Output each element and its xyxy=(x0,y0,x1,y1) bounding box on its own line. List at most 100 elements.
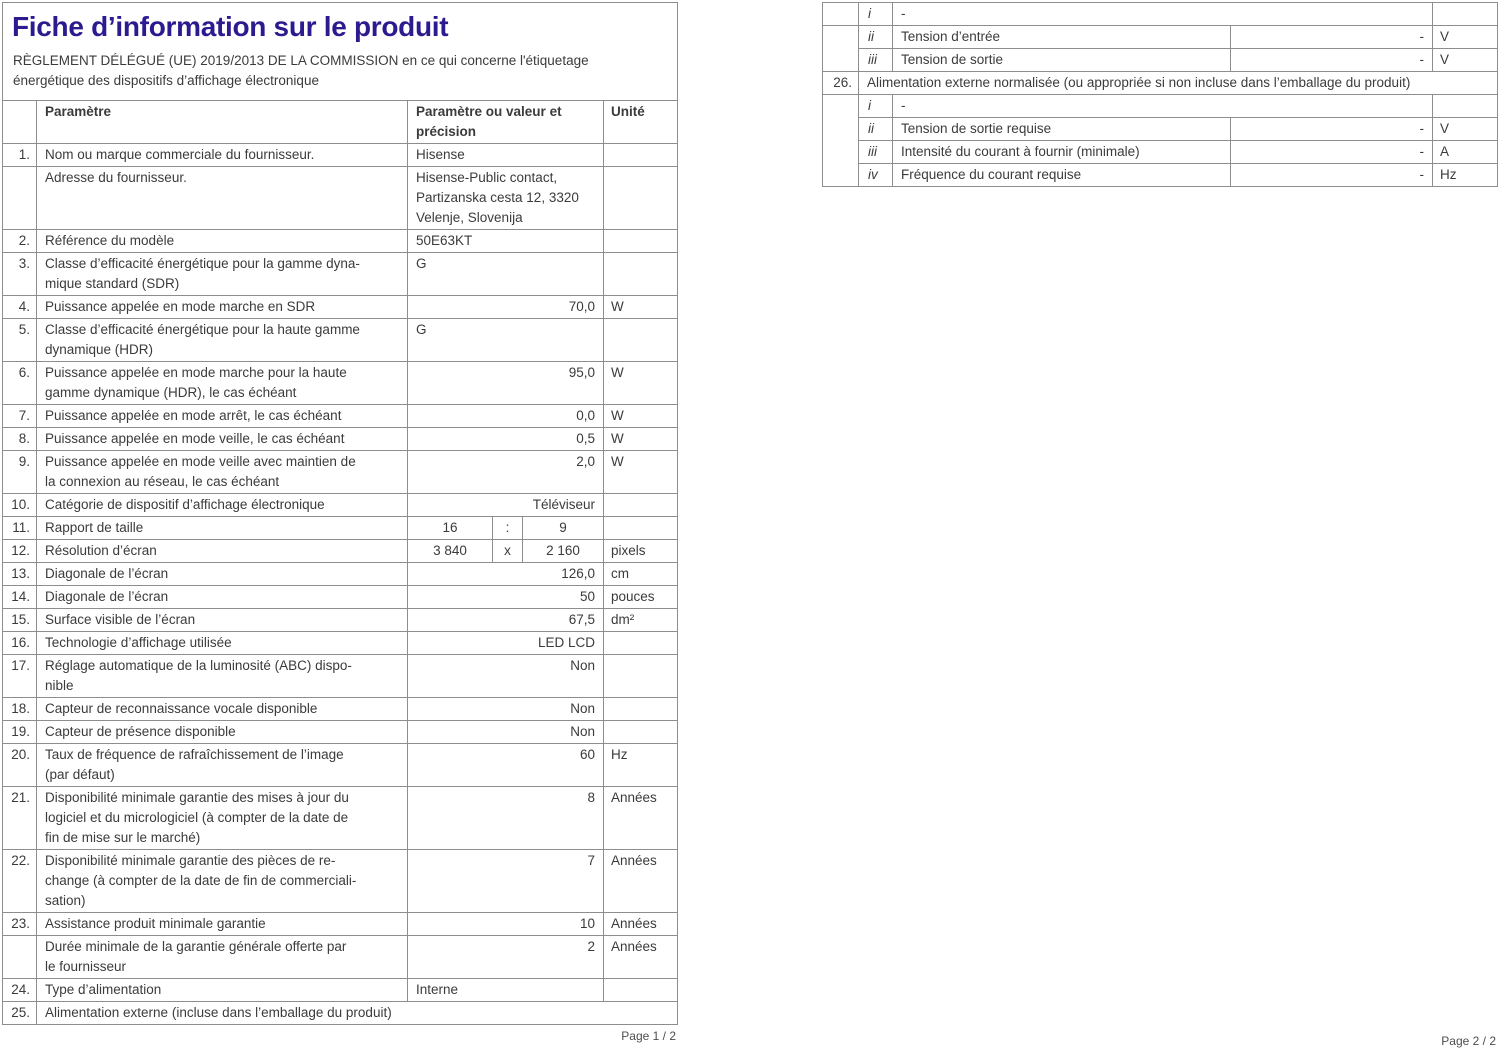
unit-cell xyxy=(602,697,679,721)
table-row: 24. Type d’alimentation Interne xyxy=(2,978,679,1002)
unit-cell: pixels xyxy=(602,539,679,563)
unit-cell xyxy=(602,654,679,698)
row-number-cell: 19. xyxy=(2,720,37,744)
param-label-cell: Tension d’entrée xyxy=(892,25,1231,49)
unit-cell xyxy=(602,493,679,517)
param-label-cell: Puissance appelée en mode marche en SDR xyxy=(36,295,408,319)
param-label-cell: Taux de fréquence de rafraîchissement de… xyxy=(36,743,408,787)
unit-cell xyxy=(602,720,679,744)
value-cell: Interne xyxy=(407,978,604,1002)
row-number-cell xyxy=(2,935,37,979)
unit-cell: cm xyxy=(602,562,679,586)
unit-cell: pouces xyxy=(602,585,679,609)
row-number-cell: 14. xyxy=(2,585,37,609)
unit-cell: Années xyxy=(602,786,679,850)
unit-cell xyxy=(602,166,679,230)
table-row: iv Fréquence du courant requise - Hz xyxy=(823,163,1498,187)
table-row: 9. Puissance appelée en mode veille avec … xyxy=(2,450,679,494)
value-separator-cell: : xyxy=(492,516,523,540)
value-cell: - xyxy=(1230,140,1433,164)
page-title: Fiche d’information sur le produit xyxy=(12,11,449,42)
table-row: Durée minimale de la garantie générale o… xyxy=(2,935,679,979)
row-number-cell: 16. xyxy=(2,631,37,655)
row-number-cell: 18. xyxy=(2,697,37,721)
value-cell: 60 xyxy=(407,743,604,787)
param-label-cell: Technologie d’affichage utilisée xyxy=(36,631,408,655)
row-number-cell: 3. xyxy=(2,252,37,296)
param-label-cell: Rapport de taille xyxy=(36,516,408,540)
unit-cell: Hz xyxy=(602,743,679,787)
table-row: 18. Capteur de reconnaissance vocale disp… xyxy=(2,697,679,721)
value-part-cell: 16 xyxy=(407,516,493,540)
table-row: iii Tension de sortie - V xyxy=(823,48,1498,72)
param-label-cell: Référence du modèle xyxy=(36,229,408,253)
row-number-cell: 10. xyxy=(2,493,37,517)
table-row: 8. Puissance appelée en mode veille, le c… xyxy=(2,427,679,451)
table-row: 3. Classe d’efficacité énergétique pour l… xyxy=(2,252,679,296)
value-cell: 7 xyxy=(407,849,604,913)
table-row: 21. Disponibilité minimale garantie des m… xyxy=(2,786,679,850)
param-label-cell: Diagonale de l’écran xyxy=(36,562,408,586)
value-cell: 50 xyxy=(407,585,604,609)
row-number-cell: 26. xyxy=(822,71,859,95)
header-valeur: Paramètre ou valeur et précision xyxy=(407,100,604,144)
param-label-cell: Catégorie de dispositif d’affichage élec… xyxy=(36,493,408,517)
roman-numeral-cell: ii xyxy=(858,117,893,141)
title-cell: Fiche d’information sur le produit RÈGLE… xyxy=(1,2,679,101)
merged-dash-cell: - xyxy=(892,2,1433,26)
value-cell: - xyxy=(1230,25,1433,49)
row-number-cell: 1. xyxy=(2,143,37,167)
table-row: 6. Puissance appelée en mode marche pour … xyxy=(2,361,679,405)
row-number-cell: 13. xyxy=(2,562,37,586)
value-cell: 50E63KT xyxy=(407,229,604,253)
value-cell: 0,5 xyxy=(407,427,604,451)
unit-cell: Années xyxy=(602,849,679,913)
table-row: 22. Disponibilité minimale garantie des p… xyxy=(2,849,679,913)
param-label-cell: Assistance produit minimale garantie xyxy=(36,912,408,936)
row-number-cell: 6. xyxy=(2,361,37,405)
unit-cell xyxy=(602,978,679,1002)
merged-dash-cell: - xyxy=(892,94,1433,118)
unit-cell xyxy=(602,318,679,362)
unit-cell: W xyxy=(602,361,679,405)
param-label-cell: Puissance appelée en mode veille avec ma… xyxy=(36,450,408,494)
roman-numeral-cell: i xyxy=(858,94,893,118)
param-label-cell: Capteur de reconnaissance vocale disponi… xyxy=(36,697,408,721)
unit-cell: Hz xyxy=(1432,163,1498,187)
row-number-cell: 12. xyxy=(2,539,37,563)
row-number-cell: 25. xyxy=(2,1001,37,1025)
row-number-cell xyxy=(822,94,859,187)
row-number-cell: 23. xyxy=(2,912,37,936)
table-row: 15. Surface visible de l’écran 67,5 dm² xyxy=(2,608,679,632)
value-cell: Téléviseur xyxy=(407,493,604,517)
row-number-cell: 9. xyxy=(2,450,37,494)
value-cell: G xyxy=(407,252,604,296)
row-number-cell xyxy=(822,2,859,26)
page2-footer: Page 2 / 2 xyxy=(1441,1034,1496,1048)
row-number-cell: 24. xyxy=(2,978,37,1002)
row-number-cell xyxy=(2,166,37,230)
param-label-cell: Adresse du fournisseur. xyxy=(36,166,408,230)
row-number-cell: 20. xyxy=(2,743,37,787)
table-row: 7. Puissance appelée en mode arrêt, le ca… xyxy=(2,404,679,428)
table-row: ii Tension de sortie requise - V xyxy=(823,117,1498,141)
table-row: 13. Diagonale de l’écran 126,0 cm xyxy=(2,562,679,586)
table-row: 20. Taux de fréquence de rafraîchissement… xyxy=(2,743,679,787)
unit-cell: dm² xyxy=(602,608,679,632)
unit-cell xyxy=(1432,2,1498,26)
value-cell: 2 xyxy=(407,935,604,979)
value-cell: 70,0 xyxy=(407,295,604,319)
param-label-cell: Surface visible de l’écran xyxy=(36,608,408,632)
roman-numeral-cell: iii xyxy=(858,48,893,72)
value-cell: G xyxy=(407,318,604,362)
value-cell: Non xyxy=(407,697,604,721)
row-number-cell: 22. xyxy=(2,849,37,913)
param-label-cell: Disponibilité minimale garantie des mise… xyxy=(36,786,408,850)
page-1: Fiche d’information sur le produit RÈGLE… xyxy=(1,2,679,1043)
param-label-cell: Fréquence du courant requise xyxy=(892,163,1231,187)
table-row: 4. Puissance appelée en mode marche en SD… xyxy=(2,295,679,319)
merged-span-cell: Alimentation externe (incluse dans l’emb… xyxy=(35,1001,679,1025)
table-row: 16. Technologie d’affichage utilisée LED L… xyxy=(2,631,679,655)
param-label-cell: Intensité du courant à fournir (minimale… xyxy=(892,140,1231,164)
